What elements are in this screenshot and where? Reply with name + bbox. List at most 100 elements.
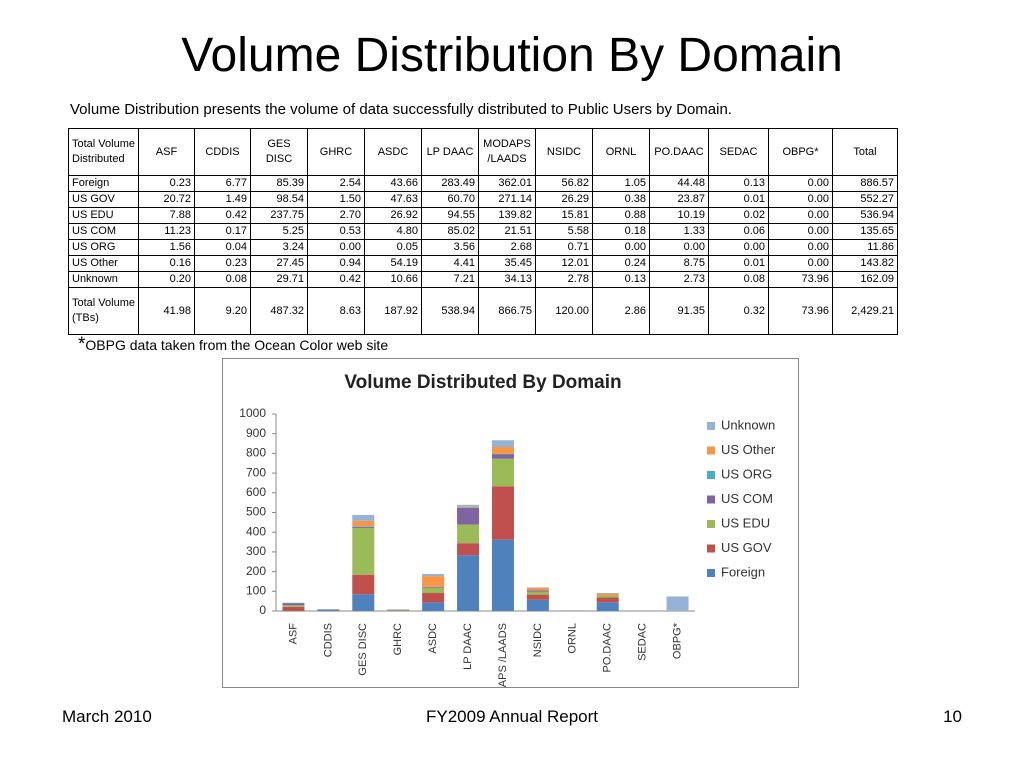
table-cell: 41.98 xyxy=(138,287,195,335)
bar-segment xyxy=(352,574,375,595)
table-row: US Other 0.16 0.23 27.45 0.94 54.19 4.41 35.45 1… xyxy=(68,255,898,272)
subtitle: Volume Distribution presents the volume … xyxy=(70,101,732,118)
bar-segment xyxy=(352,527,375,575)
note-mark: * xyxy=(78,334,86,355)
table-row: US COM 11.23 0.17 5.25 0.53 4.80 85.02 21.51 5.5… xyxy=(68,223,898,240)
table-cell: 120.00 xyxy=(535,287,593,335)
table-cell: 2.78 xyxy=(535,271,593,288)
table-cell: 0.17 xyxy=(194,223,251,240)
table-cell: 11.23 xyxy=(138,223,195,240)
legend-label: US COM xyxy=(721,491,773,506)
footer-title: FY2009 Annual Report xyxy=(425,707,598,726)
y-tick-label: 100 xyxy=(246,583,266,597)
bar-segment xyxy=(282,606,305,611)
table-cell: 0.88 xyxy=(592,207,650,224)
table-cell: 56.82 xyxy=(535,175,593,192)
legend-swatch xyxy=(707,495,715,504)
table-cell: 1.50 xyxy=(307,191,365,208)
x-tick-label: ASF xyxy=(287,623,299,645)
x-tick-label: GHRC xyxy=(392,623,404,655)
x-tick-label: PO.DAAC xyxy=(602,623,614,673)
table-cell: 139.82 xyxy=(478,207,536,224)
table-cell: 0.08 xyxy=(194,271,251,288)
table-cell: 0.01 xyxy=(708,255,769,272)
bar-segment xyxy=(526,591,549,595)
bar-segment xyxy=(491,440,514,447)
table-cell: 283.49 xyxy=(421,175,479,192)
bar-segment xyxy=(491,446,514,454)
table-cell: 1.56 xyxy=(138,239,195,256)
legend-label: US EDU xyxy=(721,515,770,530)
table-cell: 9.20 xyxy=(194,287,251,335)
table-cell: 2.68 xyxy=(478,239,536,256)
table-cell: 536.94 xyxy=(832,207,898,224)
table-cell: 2.70 xyxy=(307,207,365,224)
legend-label: Unknown xyxy=(721,417,775,432)
y-tick-label: 500 xyxy=(246,505,266,519)
legend-label: US ORG xyxy=(721,466,772,481)
table-cell: CDDIS xyxy=(194,128,251,176)
table-cell: 187.92 xyxy=(364,287,422,335)
table-row: Unknown 0.20 0.08 29.71 0.42 10.66 7.21 34.13 2.… xyxy=(68,271,898,288)
legend-label: US Other xyxy=(721,442,776,457)
x-tick-label: ORNL xyxy=(567,623,579,654)
bar-segment xyxy=(352,514,375,521)
table-cell: 10.66 xyxy=(364,271,422,288)
footnote: *OBPG data taken from the Ocean Color we… xyxy=(78,334,388,356)
table-cell: 0.42 xyxy=(307,271,365,288)
table-cell: 0.04 xyxy=(194,239,251,256)
table-cell: 0.94 xyxy=(307,255,365,272)
volume-table: Total Volume Distributed ASF CDDIS GES DISC… xyxy=(68,128,898,335)
y-tick-label: 600 xyxy=(246,485,266,499)
y-tick-label: 200 xyxy=(246,564,266,578)
table-cell: 21.51 xyxy=(478,223,536,240)
bar-segment xyxy=(491,458,514,487)
bar-segment xyxy=(457,507,480,525)
y-tick-label: 0 xyxy=(259,603,266,617)
table-cell: 0.00 xyxy=(768,207,833,224)
legend-swatch xyxy=(707,471,715,479)
table-cell: 552.27 xyxy=(832,191,898,208)
table-cell: 2.54 xyxy=(307,175,365,192)
bar-segment xyxy=(457,507,480,508)
table-cell: 73.96 xyxy=(768,271,833,288)
bar-segment xyxy=(596,597,619,603)
table-cell: 0.08 xyxy=(708,271,769,288)
table-cell: 60.70 xyxy=(421,191,479,208)
table-row: Total Volume Distributed ASF CDDIS GES DISC… xyxy=(68,128,898,176)
bar-segment xyxy=(422,576,445,587)
table-cell: 54.19 xyxy=(364,255,422,272)
slide-title: Volume Distribution By Domain xyxy=(181,29,843,82)
bar-segment xyxy=(422,586,445,588)
table-cell: 0.06 xyxy=(708,223,769,240)
table-cell: 0.00 xyxy=(768,223,833,240)
x-tick-label: OBPG* xyxy=(671,622,683,659)
table-cell: 15.81 xyxy=(535,207,593,224)
table-cell: PO.DAAC xyxy=(649,128,709,176)
bar-segment xyxy=(387,609,410,611)
table-cell: 0.00 xyxy=(768,239,833,256)
table-cell: 1.05 xyxy=(592,175,650,192)
bar-segment xyxy=(526,587,549,588)
chart: Volume Distributed By Domain 0 100 200 300 4… xyxy=(222,358,799,688)
legend-label: Foreign xyxy=(721,564,765,579)
table-row: US ORG 1.56 0.04 3.24 0.00 0.05 3.56 2.68 0.71 0.… xyxy=(68,239,898,256)
table-cell: 94.55 xyxy=(421,207,479,224)
bar-segment xyxy=(491,453,514,455)
bar-segment xyxy=(526,599,549,611)
table-cell: 85.02 xyxy=(421,223,479,240)
legend-swatch xyxy=(707,446,715,455)
table-cell: 2.86 xyxy=(592,287,650,335)
table-cell: 29.71 xyxy=(250,271,308,288)
table-cell: 162.09 xyxy=(832,271,898,288)
table-cell: GES DISC xyxy=(250,128,308,176)
legend-swatch xyxy=(707,544,715,553)
x-tick-label: NSIDC xyxy=(532,623,544,657)
table-row: US EDU 7.88 0.42 237.75 2.70 26.92 94.55 139.82… xyxy=(68,207,898,224)
table-cell: 0.23 xyxy=(194,255,251,272)
bar-segment xyxy=(491,454,514,459)
table-cell: 26.29 xyxy=(535,191,593,208)
y-tick-label: 900 xyxy=(246,426,266,440)
x-tick-label: SEDAC xyxy=(637,623,649,661)
table-cell: 143.82 xyxy=(832,255,898,272)
